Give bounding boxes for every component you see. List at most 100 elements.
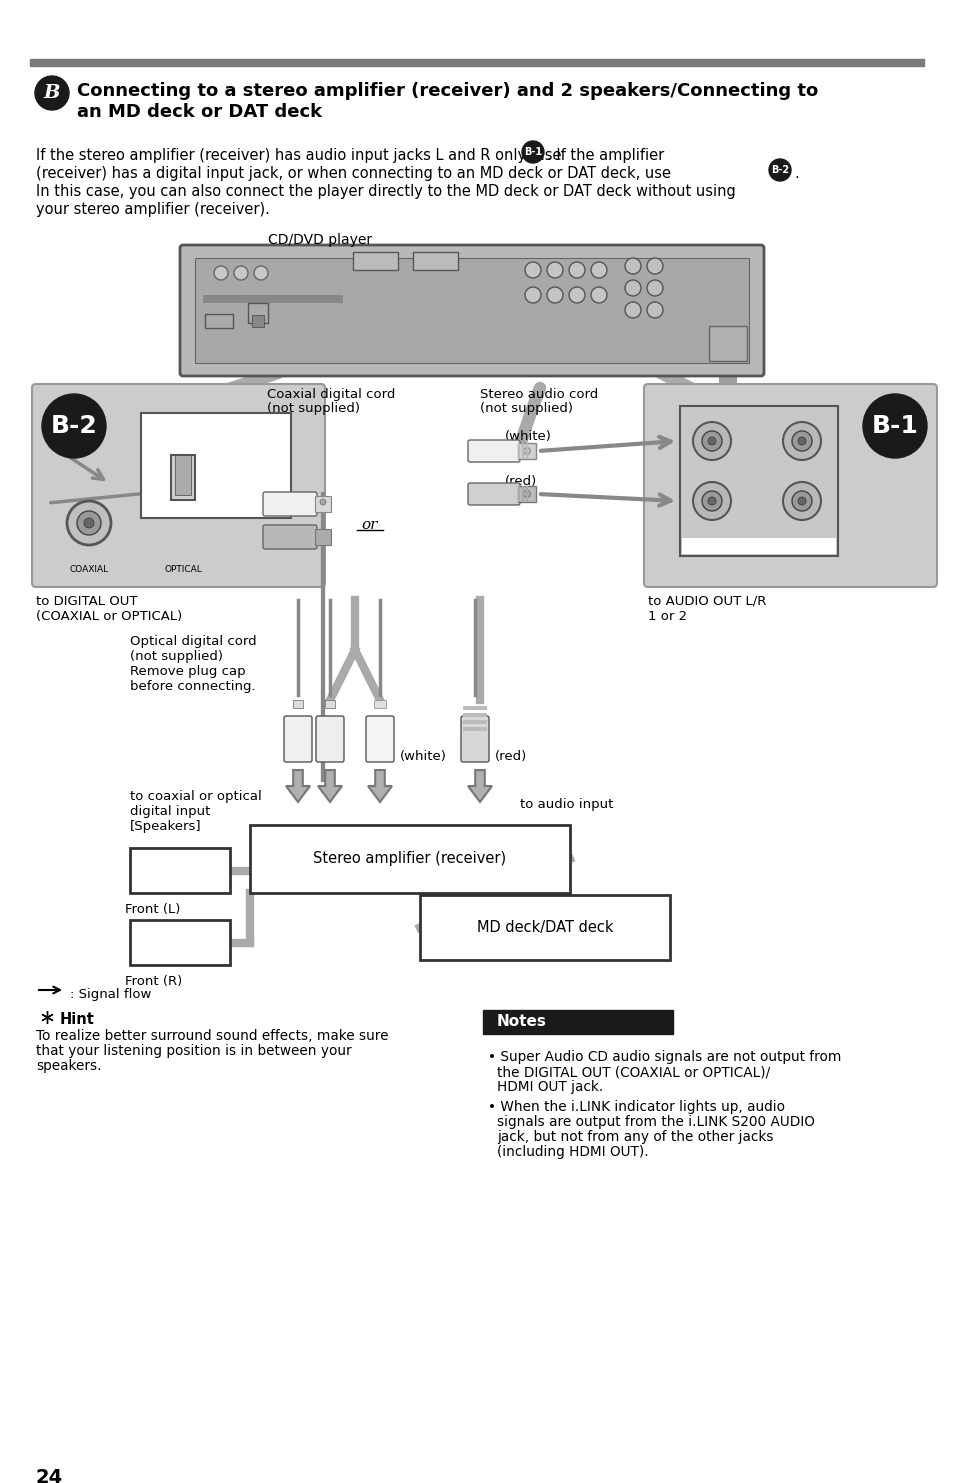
Text: Optical digital cord: Optical digital cord [130,635,256,648]
Text: COAXIAL: COAXIAL [70,565,109,574]
FancyBboxPatch shape [460,716,489,762]
Circle shape [624,258,640,274]
Text: your stereo amplifier (receiver).: your stereo amplifier (receiver). [36,202,270,217]
Circle shape [77,512,101,535]
Circle shape [707,497,716,506]
Bar [679,406,837,556]
Text: • Super Audio CD audio signals are not output from: • Super Audio CD audio signals are not o… [488,1050,841,1063]
Text: Front (L): Front (L) [125,903,180,916]
Text: before connecting.: before connecting. [130,681,255,693]
Text: signals are output from the i.LINK S200 AUDIO: signals are output from the i.LINK S200 … [497,1115,814,1129]
Text: [Speakers]: [Speakers] [130,820,201,833]
Text: 2: 2 [798,529,804,538]
Text: 1: 1 [708,529,715,538]
Bar [130,919,230,965]
Bar [517,443,536,460]
Bar [462,721,486,724]
FancyBboxPatch shape [643,384,936,587]
Text: Connecting to a stereo amplifier (receiver) and 2 speakers/Connecting to: Connecting to a stereo amplifier (receiv… [77,82,818,99]
Bar [205,314,233,328]
Text: Stereo audio cord: Stereo audio cord [479,389,598,400]
Text: R: R [725,488,734,498]
FancyBboxPatch shape [284,716,312,762]
Text: B: B [44,85,60,102]
Circle shape [67,501,111,544]
Polygon shape [468,770,492,802]
Bar [171,455,194,500]
Bar [462,727,486,731]
Text: DOLBY DIGITAL: DOLBY DIGITAL [211,480,278,489]
Text: to DIGITAL OUT: to DIGITAL OUT [36,595,137,608]
Circle shape [646,303,662,317]
Text: PCM/DTS/: PCM/DTS/ [211,469,254,478]
Circle shape [782,482,821,521]
Text: (white): (white) [399,750,446,762]
FancyBboxPatch shape [180,245,763,377]
Bar [314,495,331,512]
Circle shape [791,491,811,512]
Circle shape [546,288,562,303]
Circle shape [523,491,530,497]
Text: (red): (red) [504,475,537,488]
Circle shape [524,262,540,277]
Bar [419,896,669,960]
Text: In this case, you can also connect the player directly to the MD deck or DAT dec: In this case, you can also connect the p… [36,184,735,199]
Text: (not supplied): (not supplied) [479,402,573,415]
Circle shape [862,394,926,458]
Text: Coaxial digital cord: Coaxial digital cord [267,389,395,400]
Text: AUDIO OUT: AUDIO OUT [725,541,791,552]
FancyBboxPatch shape [315,716,344,762]
Text: 1 or 2: 1 or 2 [647,610,686,623]
FancyBboxPatch shape [366,716,394,762]
Polygon shape [368,770,392,802]
Circle shape [797,497,805,506]
Circle shape [797,437,805,445]
Text: to coaxial or optical: to coaxial or optical [130,790,261,802]
Circle shape [590,262,606,277]
Circle shape [646,258,662,274]
Text: digital input: digital input [130,805,211,819]
Circle shape [782,423,821,460]
Text: . If the amplifier: . If the amplifier [546,148,663,163]
Bar [482,1010,672,1034]
Circle shape [213,265,228,280]
Bar [521,486,523,503]
Circle shape [568,288,584,303]
FancyBboxPatch shape [263,492,316,516]
Bar [250,825,569,893]
Text: speakers.: speakers. [36,1059,101,1074]
Circle shape [692,423,730,460]
Circle shape [42,394,106,458]
Text: .: . [793,166,798,181]
Text: to audio input: to audio input [519,798,613,811]
Text: L: L [725,429,732,437]
Text: To realize better surround sound effects, make sure: To realize better surround sound effects… [36,1029,388,1043]
Polygon shape [286,770,310,802]
Circle shape [35,76,69,110]
Text: (not supplied): (not supplied) [267,402,359,415]
Bar [248,303,268,323]
Bar [314,529,331,544]
Text: Stereo amplifier (receiver): Stereo amplifier (receiver) [314,851,506,866]
FancyBboxPatch shape [263,525,316,549]
Bar [517,486,519,503]
Circle shape [590,288,606,303]
FancyBboxPatch shape [32,384,325,587]
Circle shape [624,303,640,317]
Text: (red): (red) [495,750,527,762]
Circle shape [84,518,94,528]
Text: an MD deck or DAT deck: an MD deck or DAT deck [77,102,322,122]
Bar [708,326,746,360]
Circle shape [707,437,716,445]
Text: MD deck/DAT deck: MD deck/DAT deck [476,919,613,934]
Text: Hint: Hint [60,1011,94,1028]
Bar [141,412,291,518]
Bar [203,295,343,303]
Text: Remove plug cap: Remove plug cap [130,664,245,678]
Text: OUT: OUT [204,445,228,455]
Text: or: or [361,518,377,532]
Bar [374,700,386,707]
Bar [517,443,519,460]
Text: (including HDMI OUT).: (including HDMI OUT). [497,1145,648,1160]
Circle shape [253,265,268,280]
